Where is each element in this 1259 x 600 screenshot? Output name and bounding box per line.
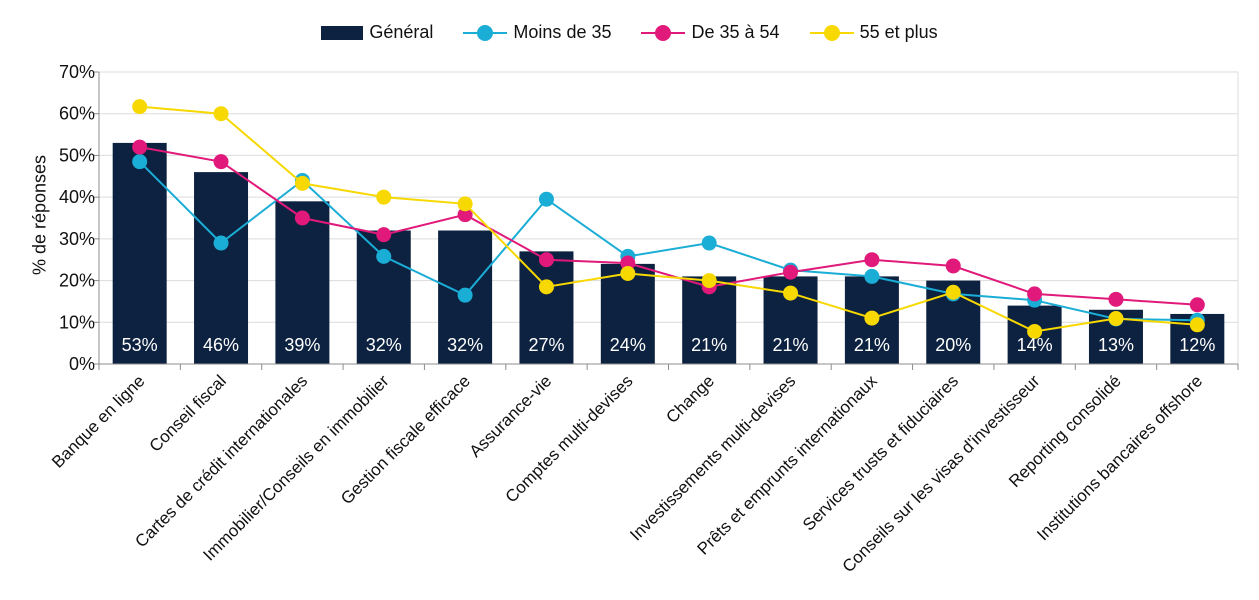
series-line-55-et-plus <box>139 105 1198 333</box>
bar-data-label: 46% <box>203 335 239 355</box>
point-55-et-plus <box>1027 323 1043 339</box>
point-de-35-a-54 <box>294 210 310 226</box>
point-moins-de-35 <box>213 235 229 251</box>
point-55-et-plus <box>701 273 717 289</box>
point-de-35-a-54 <box>1108 291 1124 307</box>
x-category-label: Assurance-vie <box>466 371 556 461</box>
point-55-et-plus <box>1189 317 1205 333</box>
point-moins-de-35 <box>538 191 554 207</box>
x-category-label: Cartes de crédit internationales <box>131 371 311 551</box>
bar-data-label: 21% <box>854 335 890 355</box>
point-moins-de-35 <box>457 287 473 303</box>
legend-label-moins-de-35: Moins de 35 <box>513 22 612 42</box>
bar-data-label: 39% <box>284 335 320 355</box>
x-category-label: Conseil fiscal <box>146 371 230 455</box>
legend-swatch-general <box>321 25 364 40</box>
legend-label-general: Général <box>369 22 434 42</box>
point-de-35-a-54 <box>864 252 880 268</box>
x-category-label: Change <box>662 371 718 427</box>
point-55-et-plus <box>376 189 392 205</box>
point-55-et-plus <box>620 265 636 281</box>
legend-item-de-35-a-54: De 35 à 54 <box>641 22 780 43</box>
bar <box>519 251 574 364</box>
x-category-label: Services trusts et fiduciaires <box>799 371 962 534</box>
point-55-et-plus <box>864 310 880 326</box>
point-55-et-plus <box>294 175 310 191</box>
point-55-et-plus <box>783 285 799 301</box>
point-de-35-a-54 <box>376 227 392 243</box>
legend-swatch-moins-de-35 <box>463 24 508 41</box>
bar-data-label: 21% <box>773 335 809 355</box>
point-de-35-a-54 <box>1189 297 1205 313</box>
bar-data-label: 13% <box>1098 335 1134 355</box>
bar-data-label: 14% <box>1017 335 1053 355</box>
point-moins-de-35 <box>132 154 148 170</box>
point-de-35-a-54 <box>213 154 229 170</box>
bar-data-label: 20% <box>935 335 971 355</box>
y-tick-label: 50% <box>59 145 95 165</box>
point-55-et-plus <box>213 106 229 122</box>
legend-label-55-et-plus: 55 et plus <box>859 22 938 42</box>
y-tick-label: 10% <box>59 312 95 332</box>
point-moins-de-35 <box>701 235 717 251</box>
series-line-moins-de-35 <box>138 160 1198 322</box>
bar-data-label: 27% <box>528 335 564 355</box>
y-tick-label: 30% <box>59 229 95 249</box>
point-de-35-a-54 <box>538 252 554 268</box>
y-tick-label: 70% <box>59 62 95 82</box>
point-55-et-plus <box>1108 311 1124 327</box>
point-de-35-a-54 <box>620 255 636 271</box>
bar-data-label: 24% <box>610 335 646 355</box>
legend-label-de-35-a-54: De 35 à 54 <box>691 22 780 42</box>
y-tick-label: 0% <box>69 354 95 374</box>
legend-swatch-55-et-plus <box>809 24 854 41</box>
bar <box>275 201 330 364</box>
point-55-et-plus <box>538 279 554 295</box>
point-55-et-plus <box>457 196 473 212</box>
x-category-label: Investissements multi-devises <box>626 371 799 544</box>
point-de-35-a-54 <box>945 258 961 274</box>
point-de-35-a-54 <box>783 264 799 280</box>
point-de-35-a-54 <box>1027 286 1043 302</box>
x-category-label: Institutions bancaires offshore <box>1033 371 1206 544</box>
x-category-label: Banque en ligne <box>48 371 148 471</box>
y-tick-label: 60% <box>59 104 95 124</box>
point-55-et-plus <box>945 284 961 300</box>
point-de-35-a-54 <box>132 139 148 155</box>
bar-data-label: 53% <box>122 335 158 355</box>
point-moins-de-35 <box>864 268 880 284</box>
legend-item-moins-de-35: Moins de 35 <box>463 22 611 43</box>
x-category-label: Prêts et emprunts internationaux <box>694 371 882 559</box>
y-tick-label: 40% <box>59 187 95 207</box>
point-de-35-a-54 <box>457 207 473 223</box>
legend-item-general: Général <box>321 22 433 43</box>
y-tick-label: 20% <box>59 271 95 291</box>
bar <box>112 142 167 364</box>
legend: Général Moins de 35 De 35 à 54 55 et plu… <box>0 22 1259 43</box>
point-moins-de-35 <box>376 248 392 264</box>
legend-swatch-de-35-a-54 <box>641 24 686 41</box>
bar-data-label: 32% <box>366 335 402 355</box>
legend-item-55-et-plus: 55 et plus <box>809 22 938 43</box>
series-line-de-35-a-54 <box>139 146 1198 306</box>
bar-data-label: 12% <box>1179 335 1215 355</box>
bar <box>194 172 249 364</box>
point-55-et-plus <box>132 99 148 115</box>
bar-data-label: 32% <box>447 335 483 355</box>
bar-data-label: 21% <box>691 335 727 355</box>
